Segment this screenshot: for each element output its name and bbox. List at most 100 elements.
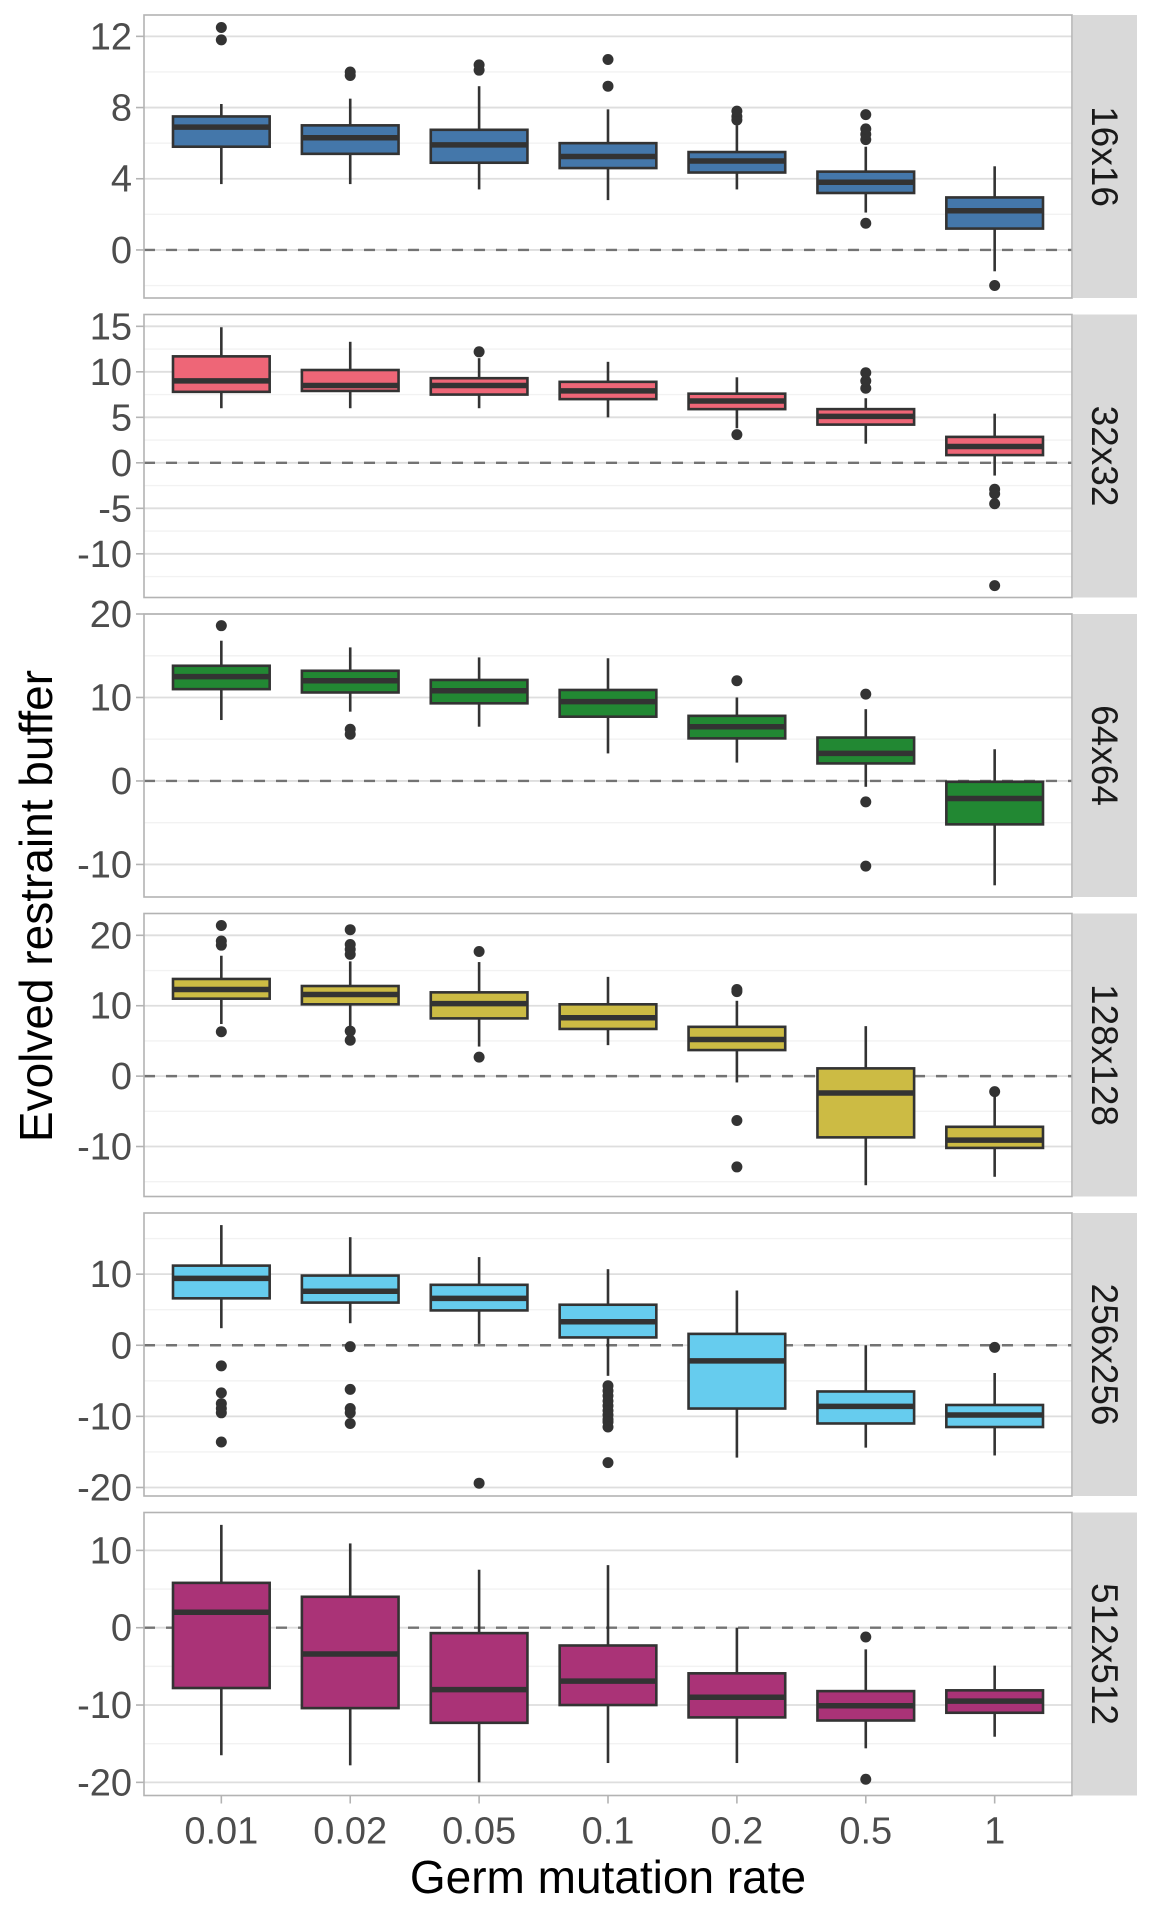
y-tick-label: 0: [111, 1608, 132, 1650]
box-64x64-0.01: [171, 620, 271, 721]
outlier-point: [860, 375, 872, 387]
facet-strip-label: 256x256: [1084, 1284, 1125, 1426]
outlier-point: [860, 688, 872, 700]
box-body: [171, 355, 271, 394]
outlier-point: [989, 498, 1001, 510]
box-body: [687, 1332, 787, 1410]
outlier-point: [602, 1457, 614, 1469]
outlier-point: [860, 123, 872, 135]
box-512x512-0.1: [558, 1565, 658, 1764]
outlier-point: [215, 1026, 227, 1038]
box-body: [816, 1067, 916, 1139]
y-tick-label: 0: [111, 1056, 132, 1098]
box-64x64-0.1: [558, 658, 658, 754]
facet-strip: [1073, 314, 1137, 598]
outlier-point: [344, 1025, 356, 1037]
box-64x64-0.02: [300, 647, 400, 740]
box-32x32-0.5: [816, 367, 916, 444]
box-body: [558, 1644, 658, 1707]
outlier-point: [473, 346, 485, 358]
y-tick-label: 20: [90, 594, 132, 636]
box-body: [171, 1581, 271, 1690]
facet-strip: [1073, 913, 1137, 1197]
outlier-point: [344, 1341, 356, 1353]
box-512x512-0.02: [300, 1543, 400, 1766]
box-128x128-0.2: [687, 984, 787, 1173]
box-body: [945, 1125, 1045, 1150]
y-tick-label: 15: [90, 306, 132, 348]
y-tick-label: 0: [111, 443, 132, 485]
box-128x128-0.1: [558, 976, 658, 1046]
facet-panel-512x512: -20 -10 0 10 512x512: [77, 1511, 1137, 1804]
panel-border: [143, 1212, 1073, 1497]
box-16x16-0.1: [558, 53, 658, 201]
box-16x16-0.5: [816, 109, 916, 229]
box-32x32-1: [945, 413, 1045, 592]
y-tick-label: -10: [77, 1127, 132, 1169]
y-tick-label: 10: [90, 1254, 132, 1296]
box-body: [171, 115, 271, 149]
outlier-point: [860, 796, 872, 808]
outlier-point: [215, 1407, 227, 1419]
outlier-point: [860, 860, 872, 872]
box-16x16-1: [945, 166, 1045, 292]
x-tick-label: 1: [984, 1811, 1005, 1853]
outlier-point: [344, 1417, 356, 1429]
y-tick-label: 10: [90, 1530, 132, 1572]
box-128x128-0.5: [816, 1026, 916, 1186]
y-tick-label: -20: [77, 1762, 132, 1804]
facet-strip: [1073, 1512, 1137, 1796]
panel-border: [143, 14, 1073, 299]
box-16x16-0.2: [687, 105, 787, 190]
y-tick-label: 0: [111, 761, 132, 803]
outlier-point: [989, 1341, 1001, 1353]
outlier-point: [989, 488, 1001, 500]
box-256x256-0.5: [816, 1345, 916, 1448]
y-tick-label: 10: [90, 677, 132, 719]
outlier-point: [473, 1051, 485, 1063]
y-tick-label: 20: [90, 915, 132, 957]
box-64x64-0.2: [687, 675, 787, 763]
box-32x32-0.05: [429, 346, 529, 409]
x-tick-label: 0.02: [313, 1811, 387, 1853]
panel-background: [144, 614, 1072, 897]
box-64x64-1: [945, 749, 1045, 886]
box-128x128-1: [945, 1086, 1045, 1177]
box-256x256-1: [945, 1341, 1045, 1456]
outlier-point: [344, 1407, 356, 1419]
panel-background: [144, 913, 1072, 1197]
box-512x512-0.2: [687, 1627, 787, 1764]
x-tick-label: 0.2: [710, 1811, 763, 1853]
y-tick-label: 5: [111, 397, 132, 439]
box-512x512-0.01: [171, 1524, 271, 1756]
facet-strip: [1073, 15, 1137, 298]
outlier-point: [860, 367, 872, 379]
outlier-point: [215, 1387, 227, 1399]
facet-panel-128x128: -10 0 10 20 128x128: [77, 912, 1137, 1198]
box-512x512-0.05: [429, 1569, 529, 1783]
outlier-point: [473, 946, 485, 958]
outlier-point: [731, 105, 743, 117]
facet-strip-label: 64x64: [1084, 705, 1125, 806]
box-256x256-0.01: [171, 1225, 271, 1448]
y-tick-label: 12: [90, 16, 132, 58]
outlier-point: [731, 429, 743, 441]
box-16x16-0.05: [429, 59, 529, 190]
y-tick-label: 10: [90, 986, 132, 1028]
panel-border: [143, 613, 1073, 898]
outlier-point: [860, 217, 872, 229]
outlier-point: [215, 620, 227, 632]
outlier-point: [215, 1360, 227, 1372]
outlier-point: [344, 938, 356, 950]
outlier-point: [215, 34, 227, 46]
outlier-point: [860, 109, 872, 121]
outlier-point: [344, 924, 356, 936]
outlier-point: [989, 580, 1001, 592]
y-tick-label: -10: [77, 844, 132, 886]
x-tick-label: 0.01: [184, 1811, 258, 1853]
outlier-point: [473, 59, 485, 71]
outlier-point: [344, 66, 356, 78]
box-256x256-0.1: [558, 1269, 658, 1469]
x-tick-label: 0.1: [582, 1811, 635, 1853]
